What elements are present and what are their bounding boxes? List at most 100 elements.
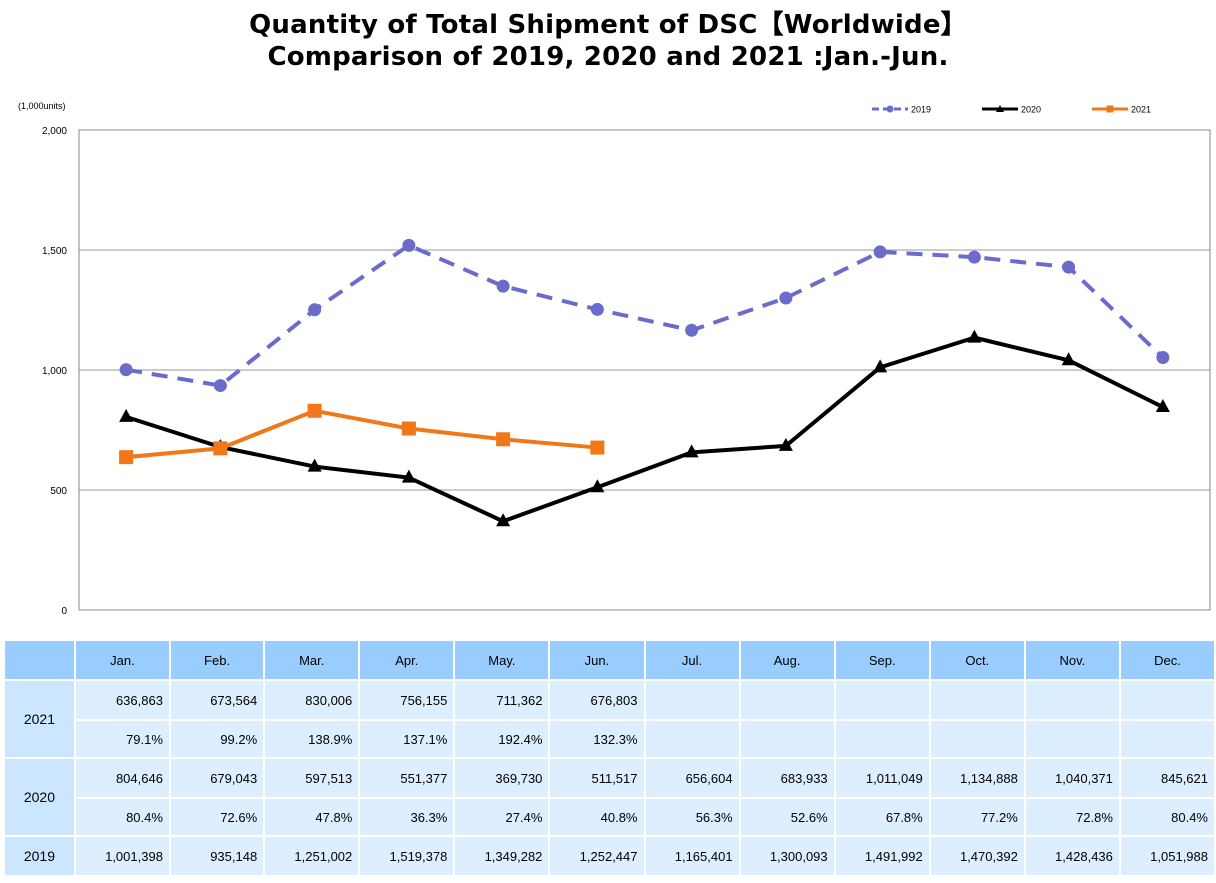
data-point-2019 <box>1062 260 1076 274</box>
column-header: Dec. <box>1120 641 1214 679</box>
units-cell: 511,517 <box>550 759 644 797</box>
units-cell: 1,300,093 <box>740 837 834 875</box>
data-point-2020 <box>967 329 982 343</box>
units-cell: 676,803 <box>550 681 644 719</box>
column-header: Mar. <box>265 641 359 679</box>
units-cell: 551,377 <box>360 759 454 797</box>
data-point-2020 <box>873 359 888 373</box>
data-point-2020 <box>1155 399 1170 413</box>
data-point-2020 <box>119 408 134 422</box>
legend-marker-2021 <box>1106 105 1114 113</box>
units-cell: 369,730 <box>455 759 549 797</box>
units-cell: 1,011,049 <box>835 759 929 797</box>
column-header: Jan. <box>75 641 169 679</box>
table-header-row: Jan. Feb. Mar. Apr. May. Jun. Jul. Aug. Sep. Oct.… <box>5 641 1214 679</box>
data-point-2019 <box>119 363 133 377</box>
row-year-label: 2019 <box>5 837 74 875</box>
legend-marker-2020 <box>996 105 1004 112</box>
y-tick-label: 1,000 <box>42 366 67 377</box>
data-point-2019 <box>590 302 604 316</box>
data-point-2020 <box>307 458 322 472</box>
legend-label-2021: 2021 <box>1131 105 1151 115</box>
units-cell: 679,043 <box>170 759 264 797</box>
y-tick-label: 500 <box>50 486 67 497</box>
ratio-cell: 77.2% <box>930 799 1024 835</box>
y-tick-label: 2,000 <box>42 126 67 137</box>
ratio-cell <box>930 721 1024 757</box>
units-cell: 711,362 <box>455 681 549 719</box>
data-table: Jan. Feb. Mar. Apr. May. Jun. Jul. Aug. Sep. Oct.… <box>3 639 1216 877</box>
ratio-cell: 36.3% <box>360 799 454 835</box>
data-point-2021 <box>496 432 511 447</box>
units-cell: 1,470,392 <box>930 837 1024 875</box>
table-row: 79.1% 99.2% 138.9% 137.1% 192.4% 132.3% <box>5 721 1214 757</box>
ratio-cell: 56.3% <box>645 799 739 835</box>
data-point-2021 <box>307 403 322 418</box>
ratio-cell <box>1025 721 1119 757</box>
units-cell <box>740 681 834 719</box>
units-cell: 1,165,401 <box>645 837 739 875</box>
units-cell: 845,621 <box>1120 759 1214 797</box>
table-row: 2019 1,001,398 935,148 1,251,002 1,519,378 1,… <box>5 837 1214 875</box>
header-corner <box>5 641 74 679</box>
data-point-2019 <box>685 323 699 337</box>
ratio-cell: 138.9% <box>265 721 359 757</box>
y-tick-label: 0 <box>61 606 67 617</box>
data-point-2021 <box>213 441 228 456</box>
data-point-2020 <box>590 479 605 493</box>
data-point-2019 <box>779 291 793 305</box>
ratio-cell <box>645 721 739 757</box>
chart-title-line2: Comparison of 2019, 2020 and 2021 :Jan.-… <box>267 42 949 72</box>
ratio-cell: 132.3% <box>550 721 644 757</box>
legend-marker-2019 <box>886 105 894 113</box>
units-cell: 1,051,988 <box>1120 837 1214 875</box>
column-header: Sep. <box>835 641 929 679</box>
data-point-2019 <box>496 279 510 293</box>
data-point-2020 <box>1061 352 1076 366</box>
table-row: 2020 804,646 679,043 597,513 551,377 369,730 5… <box>5 759 1214 835</box>
units-cell: 830,006 <box>265 681 359 719</box>
row-year-label: 2020 <box>5 759 74 835</box>
units-cell: 656,604 <box>645 759 739 797</box>
data-point-2020 <box>401 469 416 483</box>
data-point-2019 <box>1156 351 1170 365</box>
data-point-2020 <box>778 437 793 451</box>
units-cell: 636,863 <box>75 681 169 719</box>
ratio-cell: 79.1% <box>75 721 169 757</box>
series-line-2020 <box>125 335 1164 524</box>
units-cell: 1,040,371 <box>1025 759 1119 797</box>
units-cell: 1,519,378 <box>360 837 454 875</box>
units-cell: 1,001,398 <box>75 837 169 875</box>
column-header: Feb. <box>170 641 264 679</box>
ratio-cell <box>1120 721 1214 757</box>
units-cell: 1,252,447 <box>550 837 644 875</box>
units-cell: 1,428,436 <box>1025 837 1119 875</box>
ratio-cell: 137.1% <box>360 721 454 757</box>
ratio-cell: 52.6% <box>740 799 834 835</box>
ratio-cell: 99.2% <box>170 721 264 757</box>
units-cell <box>1025 681 1119 719</box>
column-header: Nov. <box>1025 641 1119 679</box>
units-cell: 683,933 <box>740 759 834 797</box>
data-point-2019 <box>308 303 322 317</box>
column-header: May. <box>455 641 549 679</box>
column-header: Jul. <box>645 641 739 679</box>
data-point-2021 <box>401 421 416 436</box>
ratio-cell: 40.8% <box>550 799 644 835</box>
ratio-cell: 80.4% <box>1120 799 1214 835</box>
table-row: 80.4% 72.6% 47.8% 36.3% 27.4% 40.8% 56.3% 52.6%… <box>5 799 1214 835</box>
units-cell <box>835 681 929 719</box>
ratio-cell: 67.8% <box>835 799 929 835</box>
units-cell <box>1120 681 1214 719</box>
chart-title-line1: Quantity of Total Shipment of DSC【Worldw… <box>249 10 967 40</box>
data-point-2019 <box>967 250 981 264</box>
ratio-cell: 27.4% <box>455 799 549 835</box>
data-point-2021 <box>119 450 134 465</box>
units-cell: 1,251,002 <box>265 837 359 875</box>
table-row: 2021 636,863 673,564 830,006 756,155 711,362 6… <box>5 681 1214 757</box>
y-unit-label: (1,000units) <box>18 101 66 111</box>
column-header: Oct. <box>930 641 1024 679</box>
ratio-cell: 80.4% <box>75 799 169 835</box>
units-cell: 804,646 <box>75 759 169 797</box>
column-header: Jun. <box>550 641 644 679</box>
